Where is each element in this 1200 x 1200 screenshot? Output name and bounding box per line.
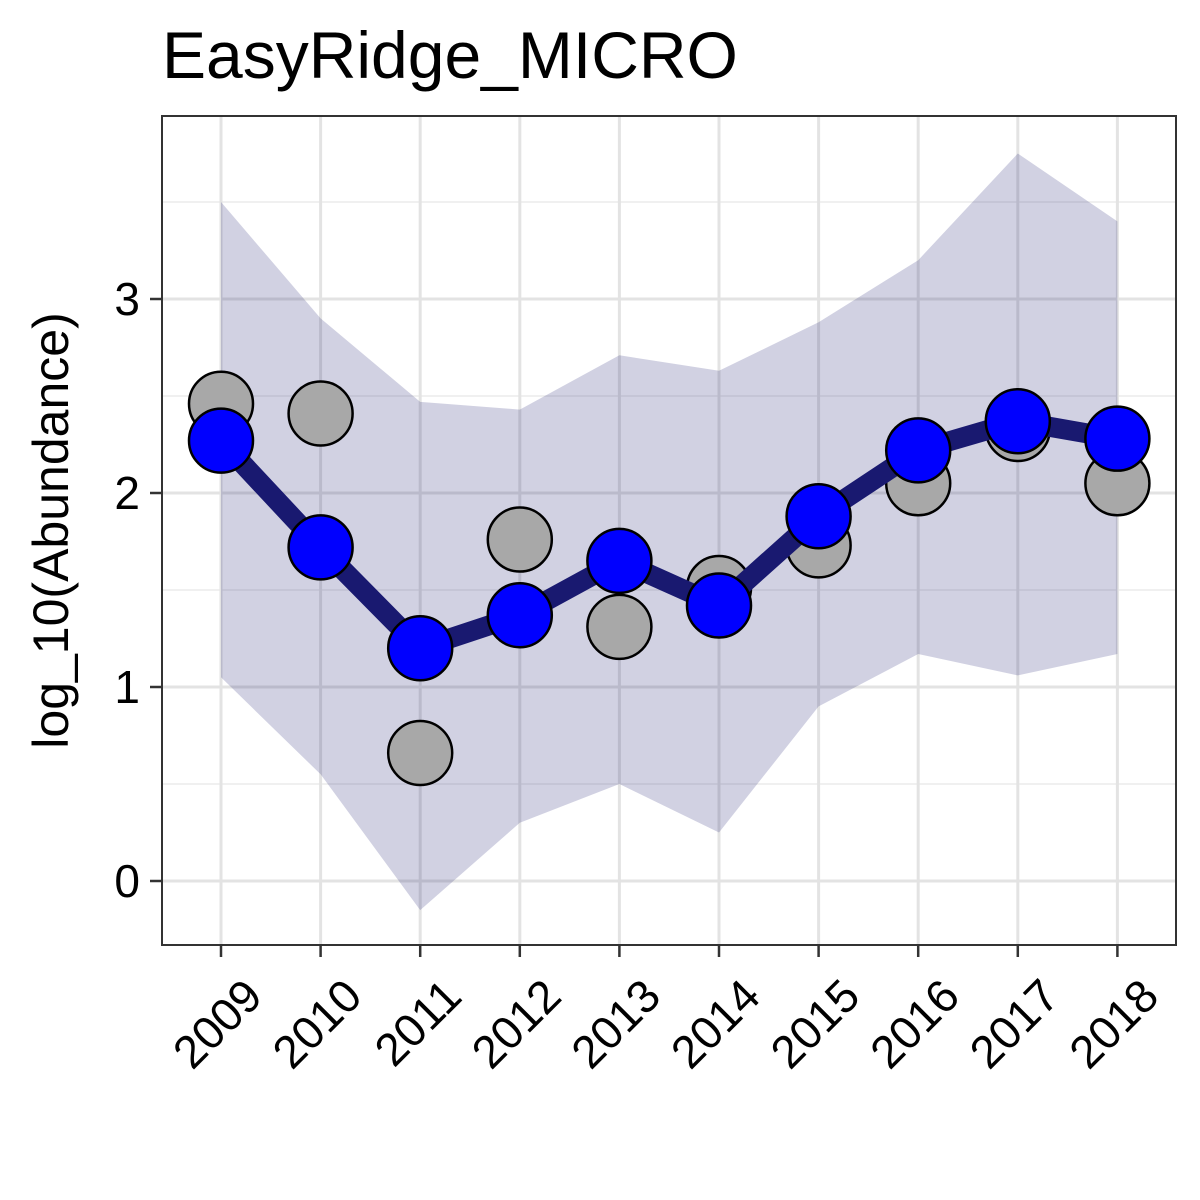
x-tick-label: 2014 (661, 969, 770, 1078)
x-tick-label: 2017 (959, 969, 1068, 1078)
x-tick-label: 2016 (860, 969, 969, 1078)
fitted-point (486, 581, 554, 649)
x-tick-label: 2013 (561, 969, 670, 1078)
plot-panel-border (161, 115, 1177, 946)
fitted-line (211, 411, 1128, 659)
fitted-point (785, 483, 852, 550)
fitted-point (287, 514, 354, 581)
observed-point (586, 593, 653, 661)
fitted-series (187, 387, 1151, 682)
fitted-point (1084, 405, 1151, 472)
fitted-point (386, 614, 454, 682)
y-tick-label: 2 (114, 467, 140, 519)
fitted-point (884, 417, 952, 484)
fitted-point (685, 572, 753, 639)
chart-title: EasyRidge_MICRO (162, 18, 738, 92)
y-tick-label: 1 (114, 661, 140, 713)
y-tick-labels: 0 1 2 3 (114, 273, 140, 907)
x-tick-label: 2012 (461, 969, 570, 1078)
confidence-ribbon (221, 153, 1118, 911)
x-tick-label: 2009 (163, 969, 272, 1078)
fitted-point (187, 407, 255, 474)
fitted-point (984, 387, 1052, 455)
y-tick-label: 0 (114, 855, 140, 907)
observed-point (486, 506, 554, 573)
y-tick-label: 3 (114, 273, 140, 325)
y-axis-title: log_10(Abundance) (23, 312, 79, 748)
observed-point (386, 719, 454, 787)
observed-point (287, 380, 354, 447)
axis-ticks (150, 297, 1119, 957)
x-tick-label: 2015 (760, 969, 869, 1078)
fitted-point (586, 527, 653, 595)
x-tick-label: 2010 (262, 969, 371, 1078)
confidence-band (221, 153, 1118, 911)
x-tick-label: 2018 (1059, 969, 1168, 1078)
x-tick-label: 2011 (364, 969, 471, 1076)
